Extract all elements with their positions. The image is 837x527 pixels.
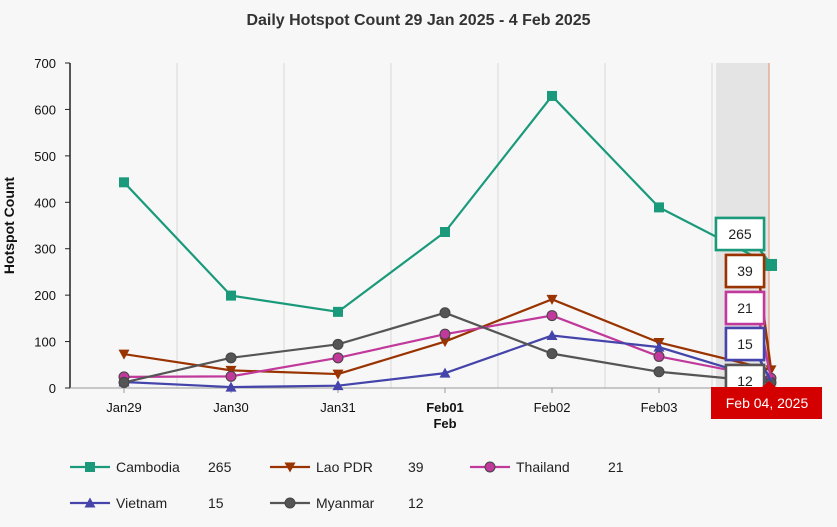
tooltip-value: 39 [737,263,753,279]
y-tick-label: 300 [34,242,56,257]
legend-marker [284,462,296,473]
tooltip-callout: 265 [714,216,773,266]
series-line [123,94,772,314]
date-badge-pointer [762,381,776,387]
series-thailand [118,310,777,384]
legend-marker [85,462,95,472]
legend-value: 39 [408,459,424,475]
y-tick-label: 0 [49,381,56,396]
data-point [226,290,236,301]
date-badge-text: Feb 04, 2025 [726,395,809,411]
data-point [332,380,344,391]
y-tick-label: 600 [34,102,56,117]
legend-item[interactable]: Cambodia 265 [70,455,231,479]
x-tick-label: Jan30 [213,400,248,415]
chart-title: Daily Hotspot Count 29 Jan 2025 - 4 Feb … [246,12,591,29]
series-cambodia [119,90,777,317]
hover-date-badge: Feb 04, 2025 [711,381,822,419]
tooltip-value: 12 [737,373,753,389]
tooltip-callout: 15 [724,326,773,382]
data-point [225,381,237,392]
tooltip-box [724,290,766,326]
legend-value: 21 [608,459,624,475]
data-point [546,310,558,322]
data-point [546,348,558,360]
legend-swatch [470,461,510,473]
tooltip-box [724,253,766,289]
data-point [440,227,450,237]
legend-label: Vietnam [116,495,168,511]
legend-label: Myanmar [316,495,375,511]
tooltip-layer: 265 39 21 15 12 Feb 04, 2025 [711,216,822,419]
legend-value: 12 [408,495,424,511]
data-point [332,338,344,350]
data-point [119,177,129,188]
legend-value: 265 [208,459,232,475]
tooltip-box [714,216,766,252]
legend-swatch [270,462,310,473]
y-tick-label: 100 [34,335,56,350]
data-point [546,294,558,305]
data-point [653,341,665,352]
legend-swatch [270,497,310,509]
tooltip-value: 21 [737,300,753,316]
data-point [118,349,130,360]
legend-label: Thailand [516,459,570,475]
x-tick-label: Feb01 [426,400,464,415]
legend-value: 15 [208,495,224,511]
data-point [439,367,451,378]
data-point [653,366,665,378]
data-point [439,307,451,319]
series-line [123,334,772,389]
tooltip-callout: 39 [724,253,773,371]
x-tick-label: Jan31 [320,400,355,415]
y-tick-label: 200 [34,288,56,303]
series-myanmar [118,307,777,388]
data-point [225,365,237,376]
legend-marker [484,461,496,473]
data-point [333,306,343,317]
data-point [439,328,451,340]
series-layer [118,90,777,392]
data-point [654,202,664,213]
x-tick-label: Jan29 [106,400,141,415]
data-point [332,352,344,364]
legend-marker [284,497,296,509]
tooltip-callout: 21 [724,290,773,379]
tooltip-value: 265 [728,226,752,242]
x-month-label: Feb [433,416,456,431]
legend-item[interactable]: Myanmar 12 [270,491,424,515]
y-axis-title: Hotspot Count [1,177,17,275]
axis-layer: 0 100 200 300 400 500 600 700 Jan29 Jan30 Jan31 Feb… [1,56,770,431]
data-point [225,352,237,364]
data-point [439,337,451,348]
data-point [332,369,344,380]
data-point [547,90,557,101]
legend-item[interactable]: Thailand 21 [470,455,624,479]
data-point [225,370,237,382]
data-point [118,376,130,388]
grid-layer [176,63,770,388]
y-tick-label: 700 [34,56,56,71]
y-tick-label: 500 [34,149,56,164]
legend: Cambodia 265 Lao PDR 39 Thailand 21 Vietnam 15 M… [70,455,770,515]
legend-swatch [70,497,110,508]
data-point [546,330,558,341]
legend-marker [84,497,96,508]
date-badge-bg [711,387,822,419]
x-tick-label: Feb02 [534,400,571,415]
x-tick-label: Feb03 [641,400,678,415]
legend-item[interactable]: Lao PDR 39 [270,455,424,479]
y-tick-label: 400 [34,195,56,210]
tooltip-box [724,326,766,362]
tooltip-value: 15 [737,336,753,352]
legend-swatch [70,462,110,472]
legend-item[interactable]: Vietnam 15 [70,491,224,515]
legend-label: Lao PDR [316,459,373,475]
data-point [653,350,665,362]
legend-label: Cambodia [116,459,180,475]
